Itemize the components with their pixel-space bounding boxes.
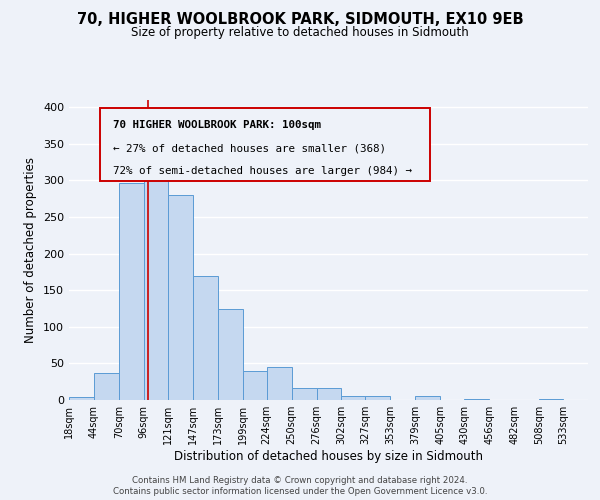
Bar xyxy=(144,158,168,400)
Bar xyxy=(218,310,242,400)
Bar xyxy=(193,276,218,400)
Text: 72% of semi-detached houses are larger (984) →: 72% of semi-detached houses are larger (… xyxy=(113,166,412,176)
Y-axis label: Number of detached properties: Number of detached properties xyxy=(25,157,37,343)
Text: Size of property relative to detached houses in Sidmouth: Size of property relative to detached ho… xyxy=(131,26,469,39)
Bar xyxy=(464,398,489,400)
Bar xyxy=(317,388,341,400)
Bar xyxy=(119,182,144,400)
Text: ← 27% of detached houses are smaller (368): ← 27% of detached houses are smaller (36… xyxy=(113,144,386,154)
Bar xyxy=(341,396,365,400)
Bar xyxy=(69,397,94,400)
Bar xyxy=(168,195,193,400)
X-axis label: Distribution of detached houses by size in Sidmouth: Distribution of detached houses by size … xyxy=(174,450,483,463)
Bar xyxy=(292,388,317,400)
Text: Contains public sector information licensed under the Open Government Licence v3: Contains public sector information licen… xyxy=(113,487,487,496)
Bar xyxy=(365,396,391,400)
Text: 70, HIGHER WOOLBROOK PARK, SIDMOUTH, EX10 9EB: 70, HIGHER WOOLBROOK PARK, SIDMOUTH, EX1… xyxy=(77,12,523,28)
Bar xyxy=(415,396,440,400)
Bar xyxy=(266,367,292,400)
Text: 70 HIGHER WOOLBROOK PARK: 100sqm: 70 HIGHER WOOLBROOK PARK: 100sqm xyxy=(113,120,321,130)
Text: Contains HM Land Registry data © Crown copyright and database right 2024.: Contains HM Land Registry data © Crown c… xyxy=(132,476,468,485)
Bar xyxy=(242,370,266,400)
Bar xyxy=(94,373,119,400)
FancyBboxPatch shape xyxy=(100,108,430,181)
Bar xyxy=(539,398,563,400)
